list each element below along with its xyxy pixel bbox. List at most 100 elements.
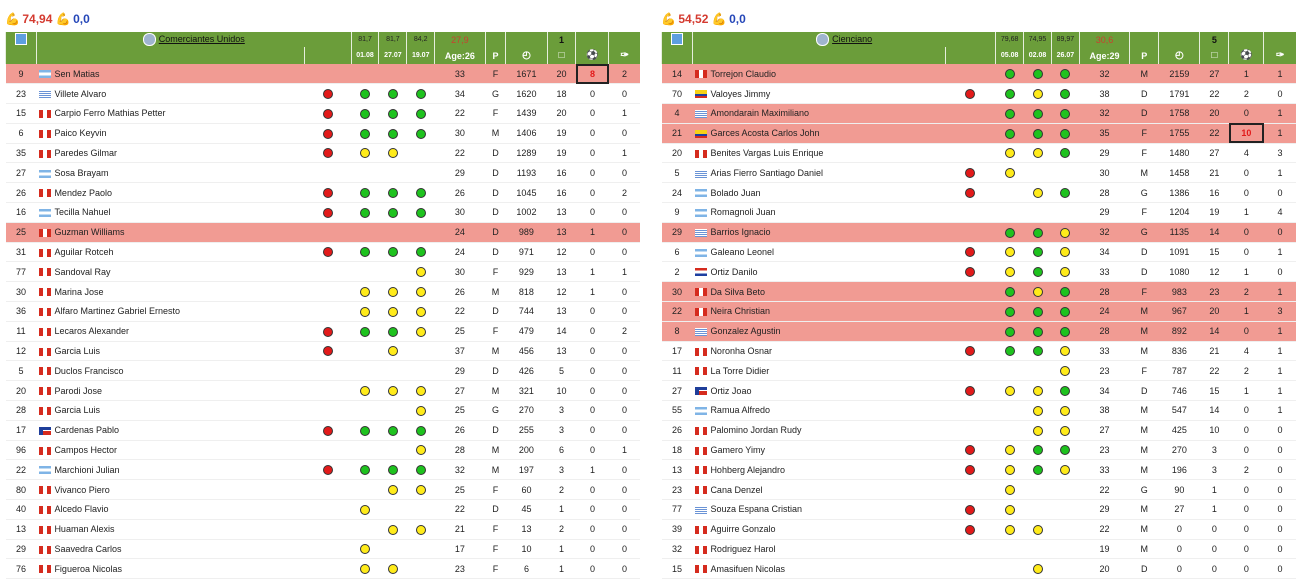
player-row[interactable]: 27 Ortiz Joao 34 D 746 15 1 1	[661, 380, 1296, 402]
player-row[interactable]: 25 Guzman Williams 24 D 989 13 1 0	[5, 222, 640, 243]
player-name[interactable]: Alcedo Flavio	[54, 504, 109, 515]
player-name[interactable]: Aguilar Rotceh	[54, 247, 114, 258]
player-row[interactable]: 23 Villete Alvaro 34 G 1620 18 0 0	[5, 83, 640, 105]
player-name[interactable]: Galeano Leonel	[710, 247, 774, 258]
player-name[interactable]: Cardenas Pablo	[54, 425, 119, 436]
player-name[interactable]: Ortiz Joao	[710, 385, 752, 396]
assists-boot-icon[interactable]: ✑	[1263, 47, 1296, 64]
player-row[interactable]: 15 Carpio Ferro Mathias Petter 22 F 1439 20 0 1	[5, 103, 640, 124]
player-row[interactable]: 40 Alcedo Flavio 22 D 45 1 0 0	[5, 499, 640, 520]
player-name[interactable]: Sen Matias	[54, 68, 100, 79]
player-name[interactable]: Campos Hector	[54, 445, 117, 456]
player-name[interactable]: Marina Jose	[54, 286, 104, 297]
player-name[interactable]: Paico Keyvin	[54, 128, 107, 139]
player-name-cell[interactable]: Neira Christian	[692, 301, 946, 322]
player-row[interactable]: 22 Neira Christian 24 M 967 20 1 3	[661, 301, 1296, 322]
player-name[interactable]: Souza Espana Cristian	[710, 504, 802, 515]
player-row[interactable]: 35 Paredes Gilmar 22 D 1289 19 0 1	[5, 143, 640, 164]
assists-boot-icon[interactable]: ✑	[608, 47, 640, 64]
team-name-link[interactable]: Comerciantes Unidos	[158, 33, 245, 44]
player-name-cell[interactable]: Guzman Williams	[36, 222, 305, 243]
player-name[interactable]: Amasifuen Nicolas	[710, 563, 785, 574]
player-name-cell[interactable]: La Torre Didier	[692, 360, 946, 382]
player-name-cell[interactable]: Mendez Paolo	[36, 182, 305, 204]
player-name-cell[interactable]: Huaman Alexis	[36, 519, 305, 540]
player-name-cell[interactable]: Sosa Brayam	[36, 162, 305, 184]
player-row[interactable]: 17 Noronha Osnar 33 M 836 21 4 1	[661, 341, 1296, 362]
player-row[interactable]: 21 Garces Acosta Carlos John 35 F 1755 22 10 1	[661, 123, 1296, 144]
player-name-cell[interactable]: Ortiz Danilo	[692, 261, 946, 283]
player-name-cell[interactable]: Amondarain Maximiliano	[692, 103, 946, 124]
player-name[interactable]: Bolado Juan	[710, 187, 761, 198]
player-row[interactable]: 26 Palomino Jordan Rudy 27 M 425 10 0 0	[661, 420, 1296, 441]
player-row[interactable]: 11 La Torre Didier 23 F 787 22 2 1	[661, 360, 1296, 382]
player-name-cell[interactable]: Figueroa Nicolas	[36, 558, 305, 580]
player-name-cell[interactable]: Marina Jose	[36, 281, 305, 303]
player-name-cell[interactable]: Tecilla Nahuel	[36, 202, 305, 223]
match-date[interactable]: 27.07	[378, 47, 407, 64]
player-name-cell[interactable]: Villete Alvaro	[36, 83, 305, 105]
player-name[interactable]: Romagnoli Juan	[710, 207, 776, 218]
player-name[interactable]: Sosa Brayam	[54, 167, 109, 178]
player-name-cell[interactable]: Campos Hector	[36, 440, 305, 461]
match-date[interactable]: 26.07	[1050, 47, 1080, 64]
player-name[interactable]: Palomino Jordan Rudy	[710, 425, 802, 436]
player-name-cell[interactable]: Arias Fierro Santiago Daniel	[692, 162, 946, 184]
player-name[interactable]: Sandoval Ray	[54, 266, 111, 277]
player-row[interactable]: 2 Ortiz Danilo 33 D 1080 12 1 0	[661, 261, 1296, 283]
games-sheet-icon[interactable]: □	[546, 47, 576, 64]
player-row[interactable]: 22 Marchioni Julian 32 M 197 3 1 0	[5, 459, 640, 481]
player-name-cell[interactable]: Noronha Osnar	[692, 341, 946, 362]
player-name[interactable]: Da Silva Beto	[710, 286, 765, 297]
player-name-cell[interactable]: Sandoval Ray	[36, 261, 305, 283]
age-header[interactable]: Age:26	[434, 47, 486, 64]
player-name[interactable]: Garcia Luis	[54, 405, 100, 416]
player-row[interactable]: 13 Huaman Alexis 21 F 13 2 0 0	[5, 519, 640, 540]
player-name[interactable]: Benites Vargas Luis Enrique	[710, 148, 824, 159]
match-date[interactable]: 02.08	[1023, 47, 1052, 64]
player-row[interactable]: 27 Sosa Brayam 29 D 1193 16 0 0	[5, 162, 640, 184]
player-name[interactable]: Ramua Alfredo	[710, 405, 770, 416]
player-name[interactable]: Noronha Osnar	[710, 346, 772, 357]
player-name[interactable]: Figueroa Nicolas	[54, 563, 122, 574]
player-row[interactable]: 26 Mendez Paolo 26 D 1045 16 0 2	[5, 182, 640, 204]
player-row[interactable]: 6 Galeano Leonel 34 D 1091 15 0 1	[661, 242, 1296, 263]
position-header[interactable]: P	[1129, 47, 1159, 64]
player-row[interactable]: 36 Alfaro Martinez Gabriel Ernesto 22 D 744 1…	[5, 301, 640, 322]
player-row[interactable]: 5 Duclos Francisco 29 D 426 5 0 0	[5, 360, 640, 382]
player-row[interactable]: 20 Parodi Jose 27 M 321 10 0 0	[5, 380, 640, 402]
player-name[interactable]: Ortiz Danilo	[710, 266, 758, 277]
player-name-cell[interactable]: Ramua Alfredo	[692, 400, 946, 421]
age-header[interactable]: Age:29	[1078, 47, 1130, 64]
player-row[interactable]: 11 Lecaros Alexander 25 F 479 14 0 2	[5, 321, 640, 342]
player-name[interactable]: Saavedra Carlos	[54, 544, 122, 555]
player-name-cell[interactable]: Hohberg Alejandro	[692, 459, 946, 481]
player-name[interactable]: Garces Acosta Carlos John	[710, 128, 820, 139]
player-row[interactable]: 30 Da Silva Beto 28 F 983 23 2 1	[661, 281, 1296, 303]
player-row[interactable]: 29 Saavedra Carlos 17 F 10 1 0 0	[5, 539, 640, 560]
player-name[interactable]: Vivanco Piero	[54, 484, 110, 495]
player-row[interactable]: 29 Barrios Ignacio 32 G 1135 14 0 0	[661, 222, 1296, 243]
player-name-cell[interactable]: Carpio Ferro Mathias Petter	[36, 103, 305, 124]
team-name-header[interactable]: Cienciano	[691, 32, 996, 47]
player-row[interactable]: 20 Benites Vargas Luis Enrique 29 F 1480 27 4 3	[661, 143, 1296, 164]
minutes-clock-icon[interactable]: ◴	[1158, 47, 1200, 64]
player-name-cell[interactable]: Duclos Francisco	[36, 360, 305, 382]
player-row[interactable]: 13 Hohberg Alejandro 33 M 196 3 2 0	[661, 459, 1296, 481]
player-name-cell[interactable]: Souza Espana Cristian	[692, 499, 946, 520]
player-name[interactable]: Amondarain Maximiliano	[710, 108, 809, 119]
player-name[interactable]: Villete Alvaro	[54, 88, 107, 99]
player-name[interactable]: Gonzalez Agustin	[710, 326, 781, 337]
player-row[interactable]: 18 Gamero Yimy 23 M 270 3 0 0	[661, 440, 1296, 461]
player-name[interactable]: Tecilla Nahuel	[54, 207, 111, 218]
player-name-cell[interactable]: Bolado Juan	[692, 182, 946, 204]
player-name[interactable]: Aguirre Gonzalo	[710, 524, 776, 535]
player-name[interactable]: Garcia Luis	[54, 346, 100, 357]
player-name-cell[interactable]: Garces Acosta Carlos John	[692, 123, 946, 144]
player-row[interactable]: 96 Campos Hector 28 M 200 6 0 1	[5, 440, 640, 461]
player-name-cell[interactable]: Sen Matias	[36, 64, 305, 85]
team-name-header[interactable]: Comerciantes Unidos	[35, 32, 352, 47]
player-row[interactable]: 28 Garcia Luis 25 G 270 3 0 0	[5, 400, 640, 421]
player-name-cell[interactable]: Da Silva Beto	[692, 281, 946, 303]
player-name-cell[interactable]: Torrejon Claudio	[692, 64, 946, 85]
